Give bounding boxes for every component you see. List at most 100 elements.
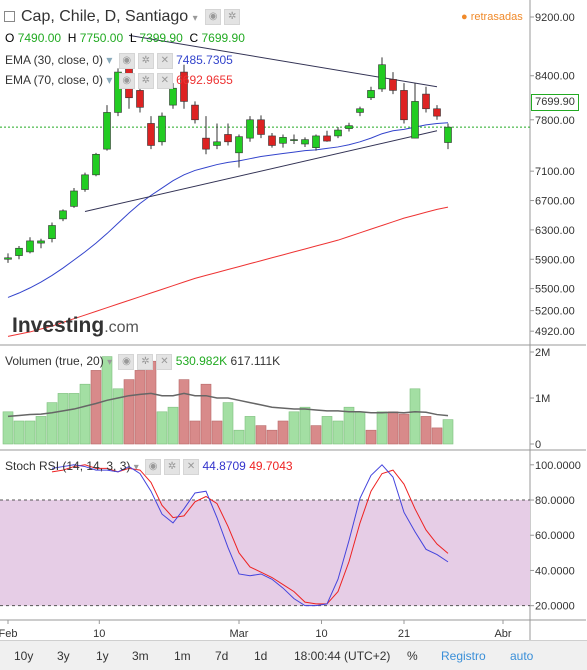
eye-icon[interactable]: ◉ xyxy=(145,459,162,475)
eye-icon[interactable]: ◉ xyxy=(205,8,222,25)
volume-bar xyxy=(387,411,399,445)
candle xyxy=(26,240,34,253)
eye-icon[interactable]: ◉ xyxy=(118,354,135,370)
range-1y-button[interactable]: 1y xyxy=(96,649,109,663)
candle xyxy=(114,71,122,113)
candle xyxy=(389,79,397,91)
ema70-legend[interactable]: EMA (70, close, 0) ▾ ◉ ✲ ✕ 6692.9655 xyxy=(5,73,233,89)
open-value: 7490.00 xyxy=(17,31,62,45)
candle xyxy=(202,137,210,150)
rsi-legend[interactable]: Stoch RSI (14, 14, 3, 3) ▾ ◉ ✲ ✕ 44.8709 4… xyxy=(5,459,293,475)
ema30-legend[interactable]: EMA (30, close, 0) ▾ ◉ ✲ ✕ 7485.7305 xyxy=(5,53,233,69)
volume-bar xyxy=(156,411,168,445)
volume-bar xyxy=(255,425,267,445)
close-icon[interactable]: ✕ xyxy=(183,459,200,475)
volume-bar xyxy=(343,406,355,445)
range-3m-button[interactable]: 3m xyxy=(132,649,149,663)
price-tick-label: 7800.00 xyxy=(535,115,575,127)
price-tick-label: 6300.00 xyxy=(535,225,575,237)
symbol-title[interactable]: Cap, Chile, D, Santiago ▾ ◉ ✲ xyxy=(4,8,241,26)
range-1d-button[interactable]: 1d xyxy=(254,649,268,663)
ema30-line xyxy=(7,122,449,298)
volume-bar xyxy=(57,393,69,445)
volume-bar xyxy=(90,370,102,445)
log-scale-toggle[interactable]: Registro xyxy=(441,649,486,663)
candle xyxy=(147,123,155,146)
volume-bar xyxy=(244,416,256,445)
range-3y-button[interactable]: 3y xyxy=(57,649,70,663)
range-1m-button[interactable]: 1m xyxy=(174,649,191,663)
candle xyxy=(191,104,199,121)
rsi-label: Stoch RSI (14, 14, 3, 3) xyxy=(5,459,131,474)
volume-bar xyxy=(266,429,278,445)
candle xyxy=(279,137,287,144)
status-dot-icon: ● xyxy=(461,11,468,23)
candle xyxy=(367,90,375,99)
range-10y-button[interactable]: 10y xyxy=(14,649,34,663)
close-icon[interactable]: ✕ xyxy=(156,354,173,370)
volume-bar xyxy=(35,416,47,445)
gear-icon[interactable]: ✲ xyxy=(137,354,154,370)
price-tick-label: 7100.00 xyxy=(535,166,575,178)
ohlc-readout: O 7490.00 H 7750.00 L 7399.90 C 7699.90 xyxy=(5,31,245,45)
candle xyxy=(169,87,177,106)
eye-icon[interactable]: ◉ xyxy=(118,73,135,89)
candle xyxy=(422,93,430,110)
candle xyxy=(444,126,452,143)
candle xyxy=(224,134,232,143)
candle xyxy=(15,247,23,256)
gear-icon[interactable]: ✲ xyxy=(224,8,241,25)
candle xyxy=(4,257,12,260)
percent-toggle[interactable]: % xyxy=(407,649,418,663)
chevron-down-icon[interactable]: ▾ xyxy=(106,73,113,88)
gear-icon[interactable]: ✲ xyxy=(137,53,154,69)
candle xyxy=(180,71,188,102)
rsi-k-value: 44.8709 xyxy=(202,459,246,474)
chevron-down-icon[interactable]: ▾ xyxy=(107,357,113,369)
candle xyxy=(411,101,419,139)
ema70-value: 6692.9655 xyxy=(176,73,233,88)
volume-bar xyxy=(134,370,146,445)
candle xyxy=(378,64,386,90)
candle xyxy=(81,174,89,190)
volume-bar xyxy=(332,420,344,445)
chevron-down-icon[interactable]: ▾ xyxy=(192,13,198,24)
volume-bar xyxy=(200,383,212,445)
candle xyxy=(103,112,111,150)
logo-suffix: .com xyxy=(104,319,139,336)
volume-legend[interactable]: Volumen (true, 20) ▾ ◉ ✲ ✕ 530.982K 617.11… xyxy=(5,354,280,370)
volume-bar xyxy=(79,383,91,445)
ema30-value: 7485.7305 xyxy=(176,53,233,68)
volume-bar xyxy=(365,429,377,445)
logo-brand: Investing xyxy=(12,314,105,337)
gear-icon[interactable]: ✲ xyxy=(164,459,181,475)
close-icon[interactable]: ✕ xyxy=(156,53,173,69)
symbol-label: Cap, Chile, D, Santiago xyxy=(21,8,189,25)
auto-scale-toggle[interactable]: auto xyxy=(510,649,534,663)
collapse-icon[interactable] xyxy=(4,11,15,23)
chevron-down-icon[interactable]: ▾ xyxy=(133,462,139,474)
eye-icon[interactable]: ◉ xyxy=(118,53,135,69)
time-tick-label: 10 xyxy=(315,628,327,640)
ema70-label: EMA (70, close, 0) xyxy=(5,73,104,88)
chevron-down-icon[interactable]: ▾ xyxy=(106,53,113,68)
delayed-label: retrasadas xyxy=(470,11,523,23)
ema70-line xyxy=(7,206,449,337)
candle xyxy=(400,90,408,121)
volume-bar xyxy=(409,388,421,445)
range-7d-button[interactable]: 7d xyxy=(215,649,229,663)
volume-bar xyxy=(288,411,300,445)
volume-bar xyxy=(167,406,179,445)
candle xyxy=(301,139,309,145)
gear-icon[interactable]: ✲ xyxy=(137,73,154,89)
volume-bar xyxy=(354,411,366,445)
close-icon[interactable]: ✕ xyxy=(156,73,173,89)
volume-bar xyxy=(431,427,443,445)
volume-bar xyxy=(211,420,223,445)
low-value: 7399.90 xyxy=(139,31,183,45)
candle xyxy=(257,119,265,135)
candle xyxy=(70,190,78,207)
rsi-tick-label: 20.0000 xyxy=(535,601,575,613)
price-tick-label: 9200.00 xyxy=(535,12,575,24)
